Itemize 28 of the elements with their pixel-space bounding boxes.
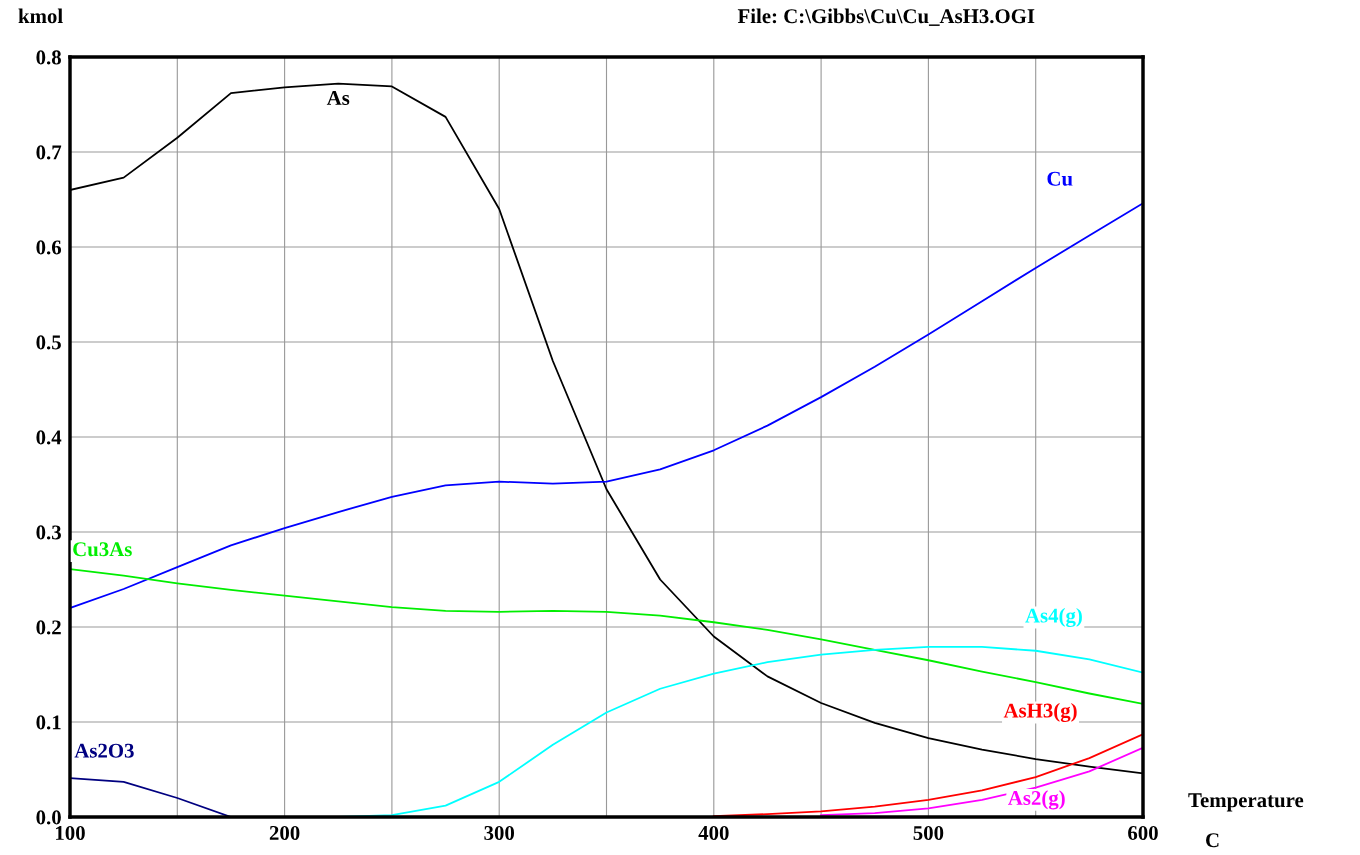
x-tick-label: 600 (1128, 825, 1158, 840)
y-tick-label: 0.4 (36, 430, 62, 445)
line-series (70, 568, 1143, 705)
y-tick-label: 0.6 (36, 240, 62, 255)
series-label: AsH3(g) (1003, 702, 1077, 722)
series-label: As2(g) (1008, 790, 1065, 810)
x-tick-label: 100 (56, 825, 85, 840)
text: File: C:\Gibbs\Cu\Cu_AsH3.OGI (737, 8, 1035, 26)
y-tick-label: 0.7 (36, 145, 62, 160)
x-tick-label: 200 (269, 825, 300, 840)
y-axis-title: kmol (18, 8, 63, 24)
line-series (820, 746, 1143, 817)
x-tick-label: 500 (913, 825, 944, 840)
series-label: As2O3 (74, 743, 134, 758)
text: Cu (1047, 171, 1073, 186)
series-label: As (326, 91, 350, 106)
series-label: As4(g) (1025, 607, 1082, 627)
x-tick-label: 400 (698, 825, 729, 840)
y-tick-label: 0.3 (36, 525, 61, 540)
line-series (70, 202, 1143, 609)
y-tick-label: 0.8 (36, 50, 61, 65)
x-axis-title: Temperature C (1188, 793, 1304, 848)
y-tick-label: 0.5 (36, 335, 61, 350)
y-tick-label: 0.1 (36, 715, 61, 730)
x-tick-label: 300 (484, 825, 515, 840)
series-label: Cu3As (73, 542, 132, 557)
y-tick-label: 0.0 (36, 810, 61, 825)
y-tick-label: 0.2 (36, 620, 61, 635)
